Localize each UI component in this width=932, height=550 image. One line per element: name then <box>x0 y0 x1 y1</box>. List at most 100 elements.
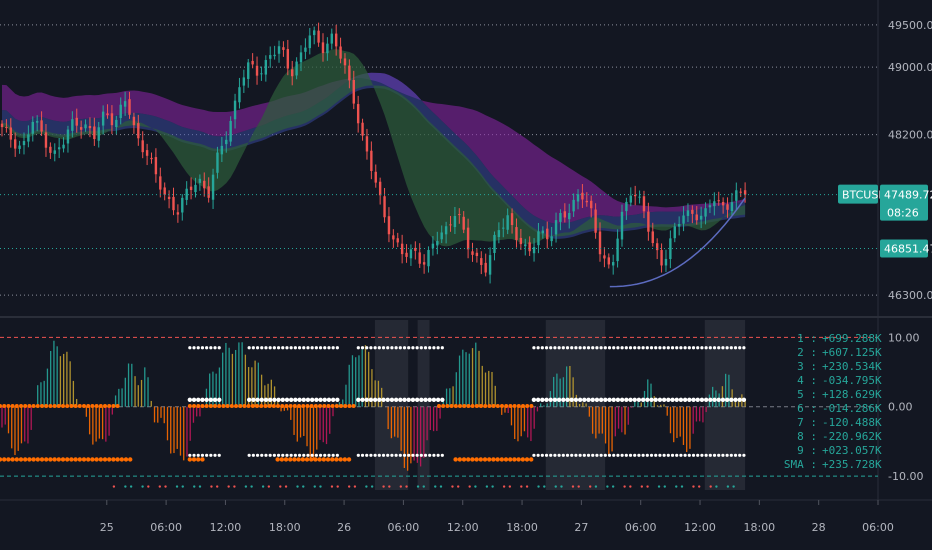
signal-upper-dot <box>306 346 310 350</box>
signal-lower-dot <box>419 453 423 457</box>
signal-orange-low-dot <box>0 457 3 462</box>
signal-lower-dot <box>637 453 641 457</box>
signal-mid-dot <box>267 397 273 402</box>
signal-mid-dot <box>204 397 209 402</box>
legend-label: 7 : <box>797 416 817 429</box>
signal-orange-low-dot <box>98 457 104 462</box>
signal-mid-dot <box>393 397 399 402</box>
signal-orange-dot <box>44 404 49 409</box>
signal-lower-dot <box>553 453 557 457</box>
signal-mid-dot <box>314 397 319 402</box>
signal-upper-dot <box>612 346 616 350</box>
signal-lower-dot <box>578 453 582 457</box>
candle-body <box>537 231 540 246</box>
signal-mid-dot <box>657 397 663 402</box>
signal-upper-dot <box>704 346 708 350</box>
signal-orange-low-dot <box>44 457 49 462</box>
signal-mid-dot <box>598 397 604 402</box>
signal-upper-dot <box>356 346 360 350</box>
candle-body <box>471 251 474 255</box>
legend-label: 5 : <box>797 388 817 401</box>
bottom-marker <box>554 485 557 488</box>
signal-lower-dot <box>591 453 595 457</box>
bottom-marker <box>147 485 150 488</box>
signal-lower-dot <box>696 453 700 457</box>
signal-upper-dot <box>595 346 599 350</box>
candle-body <box>181 197 184 213</box>
candle-body <box>695 214 698 221</box>
candle-body <box>422 262 426 265</box>
signal-mid-dot <box>246 397 252 402</box>
signal-upper-dot <box>327 346 331 350</box>
signal-orange-dot <box>98 404 103 409</box>
signal-mid-dot <box>590 397 595 402</box>
signal-upper-dot <box>691 346 696 350</box>
last-price-tag[interactable] <box>880 184 928 221</box>
signal-orange-dot <box>453 404 458 409</box>
signal-mid-dot <box>431 397 437 402</box>
signal-lower-dot <box>721 453 725 457</box>
symbol-tag[interactable] <box>838 184 878 204</box>
signal-mid-dot <box>427 397 432 402</box>
candle-body <box>145 150 149 156</box>
signal-orange-dot <box>31 404 36 409</box>
signal-mid-dot <box>272 397 277 402</box>
signal-lower-dot <box>544 453 549 457</box>
price-line-tag[interactable] <box>880 239 928 258</box>
signal-orange-dot <box>246 404 251 409</box>
candle-body <box>677 224 681 227</box>
signal-orange-dot <box>351 404 356 409</box>
legend-value: -014.286K <box>822 402 882 415</box>
signal-orange-low-dot <box>482 457 488 462</box>
bottom-marker <box>640 485 644 488</box>
candle-body <box>273 54 276 57</box>
candle-body <box>0 123 4 128</box>
signal-orange-dot <box>284 404 289 409</box>
signal-orange-low-dot <box>346 457 352 462</box>
signal-upper-dot <box>436 346 440 350</box>
bottom-marker <box>588 485 592 488</box>
signal-orange-low-dot <box>18 457 24 462</box>
signal-mid-dot <box>191 397 197 402</box>
signal-mid-dot <box>733 397 738 402</box>
signal-mid-dot <box>674 397 679 402</box>
signal-upper-dot <box>733 346 738 350</box>
candle-body <box>198 178 202 183</box>
signal-orange-dot <box>297 404 302 409</box>
legend-label: 2 : <box>797 346 817 359</box>
signal-lower-dot <box>314 453 318 457</box>
candle-body <box>31 121 34 134</box>
candle-body <box>110 113 114 126</box>
signal-orange-dot <box>19 404 23 409</box>
signal-upper-dot <box>570 346 574 350</box>
signal-lower-dot <box>549 453 553 457</box>
bottom-marker <box>181 485 184 488</box>
bottom-marker <box>198 485 202 488</box>
session-highlight <box>417 320 430 490</box>
signal-mid-dot <box>423 397 428 402</box>
signal-orange-dot <box>27 404 32 409</box>
signal-lower-dot <box>432 453 436 457</box>
signal-orange-dot <box>339 404 344 409</box>
signal-lower-dot <box>205 453 209 457</box>
candle-body <box>647 211 650 232</box>
signal-orange-low-dot <box>495 457 500 462</box>
signal-lower-dot <box>712 453 717 457</box>
signal-mid-dot <box>699 397 705 402</box>
signal-orange-dot <box>94 404 99 409</box>
signal-mid-dot <box>322 397 327 402</box>
candle-body <box>669 238 672 260</box>
bottom-marker <box>525 485 529 488</box>
legend-value: +128.629K <box>822 388 882 401</box>
bottom-marker <box>193 485 196 488</box>
signal-orange-low-dot <box>48 457 53 462</box>
signal-lower-dot <box>407 453 411 457</box>
bottom-marker <box>594 485 598 488</box>
signal-orange-dot <box>267 404 272 409</box>
signal-lower-dot <box>209 453 213 457</box>
signal-orange-low-dot <box>499 457 505 462</box>
signal-orange-low-dot <box>512 457 517 462</box>
